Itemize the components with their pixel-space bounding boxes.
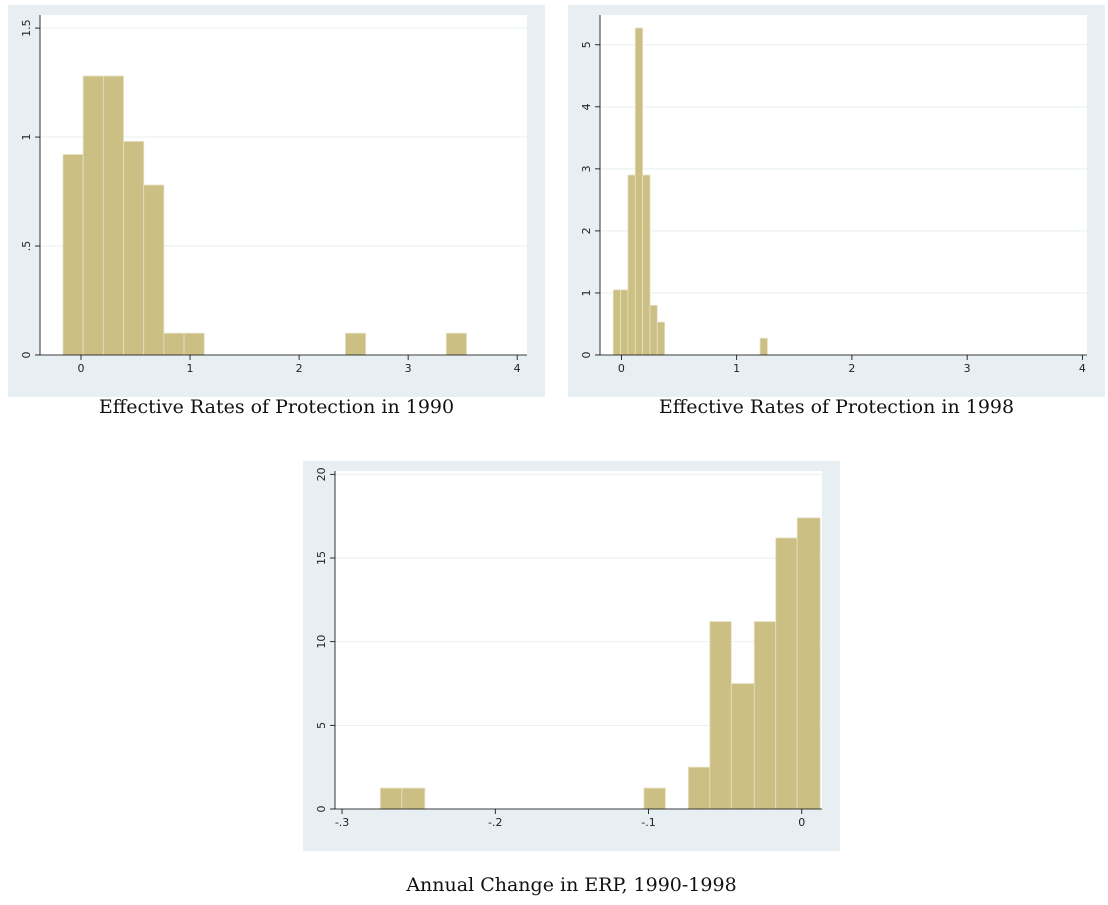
y-tick-label: 3: [580, 165, 593, 172]
histogram-bar: [709, 621, 732, 810]
histogram-bar: [753, 621, 777, 810]
x-tick-label: -.1: [641, 816, 655, 829]
x-tick-label: 3: [964, 362, 971, 375]
histogram-bar: [796, 517, 821, 810]
y-tick-label: 10: [315, 635, 328, 649]
histogram-bar: [379, 787, 403, 810]
histogram-bar: [643, 787, 666, 810]
chart-caption: Effective Rates of Protection in 1998: [659, 396, 1014, 418]
y-tick-label: 15: [315, 551, 328, 565]
x-tick-label: 1: [733, 362, 740, 375]
x-tick-label: 4: [514, 362, 521, 375]
x-tick-label: 0: [798, 816, 805, 829]
x-tick-label: 2: [848, 362, 855, 375]
y-tick-label: 2: [580, 227, 593, 234]
histogram-bar: [123, 141, 145, 356]
histogram-panel: 0 .5 1 1.5 0 1 2 3 4 Effective Rates of Protectio…: [8, 5, 545, 418]
histogram-bar: [634, 27, 644, 356]
chart-caption: Effective Rates of Protection in 1990: [99, 396, 454, 418]
histogram-bar: [642, 174, 651, 356]
y-tick-label: 0: [315, 806, 328, 813]
histogram-bar: [759, 337, 768, 356]
y-tick-label: 5: [580, 41, 593, 48]
y-tick-label: 0: [580, 352, 593, 359]
x-tick-label: 2: [296, 362, 303, 375]
histogram-bar: [656, 321, 666, 356]
histogram-bar: [102, 75, 124, 356]
histogram-bar: [82, 75, 104, 356]
histogram-bar: [627, 174, 636, 356]
x-tick-label: 0: [618, 362, 625, 375]
histogram-bar: [687, 766, 711, 810]
x-tick-label: 4: [1079, 362, 1086, 375]
histogram-bar: [612, 289, 622, 356]
histogram-bar: [401, 787, 426, 810]
histogram-bar: [620, 289, 629, 356]
histogram-bar: [445, 332, 467, 356]
y-tick-label: 0: [20, 352, 33, 359]
histogram-bar: [183, 332, 205, 356]
histogram-bar: [730, 683, 755, 810]
histogram-bar: [775, 537, 798, 810]
y-tick-label: 1.5: [20, 19, 33, 37]
plot-area: [600, 15, 1087, 355]
histogram-bar: [649, 304, 658, 356]
y-tick-label: .5: [20, 241, 33, 252]
histogram-bar: [163, 332, 185, 356]
y-tick-label: 4: [580, 103, 593, 110]
histogram-panel: 0 1 2 3 4 5 0 1 2 3 4 Effective Rates of Protection…: [568, 5, 1105, 418]
y-tick-label: 1: [580, 289, 593, 296]
histogram-bar: [62, 154, 84, 356]
histogram-bar: [345, 332, 367, 356]
x-tick-label: 3: [405, 362, 412, 375]
x-tick-label: 1: [187, 362, 194, 375]
histogram-panel: 0 5 10 15 20 -.3 -.2 -.1 0 Annual Change in ERP, …: [303, 461, 840, 896]
histogram-bar: [143, 184, 165, 356]
y-tick-label: 5: [315, 722, 328, 729]
y-tick-label: 1: [20, 134, 33, 141]
y-tick-label: 20: [315, 467, 328, 481]
x-tick-label: -.3: [335, 816, 349, 829]
chart-caption: Annual Change in ERP, 1990-1998: [405, 874, 736, 896]
x-tick-label: 0: [78, 362, 85, 375]
x-tick-label: -.2: [488, 816, 502, 829]
